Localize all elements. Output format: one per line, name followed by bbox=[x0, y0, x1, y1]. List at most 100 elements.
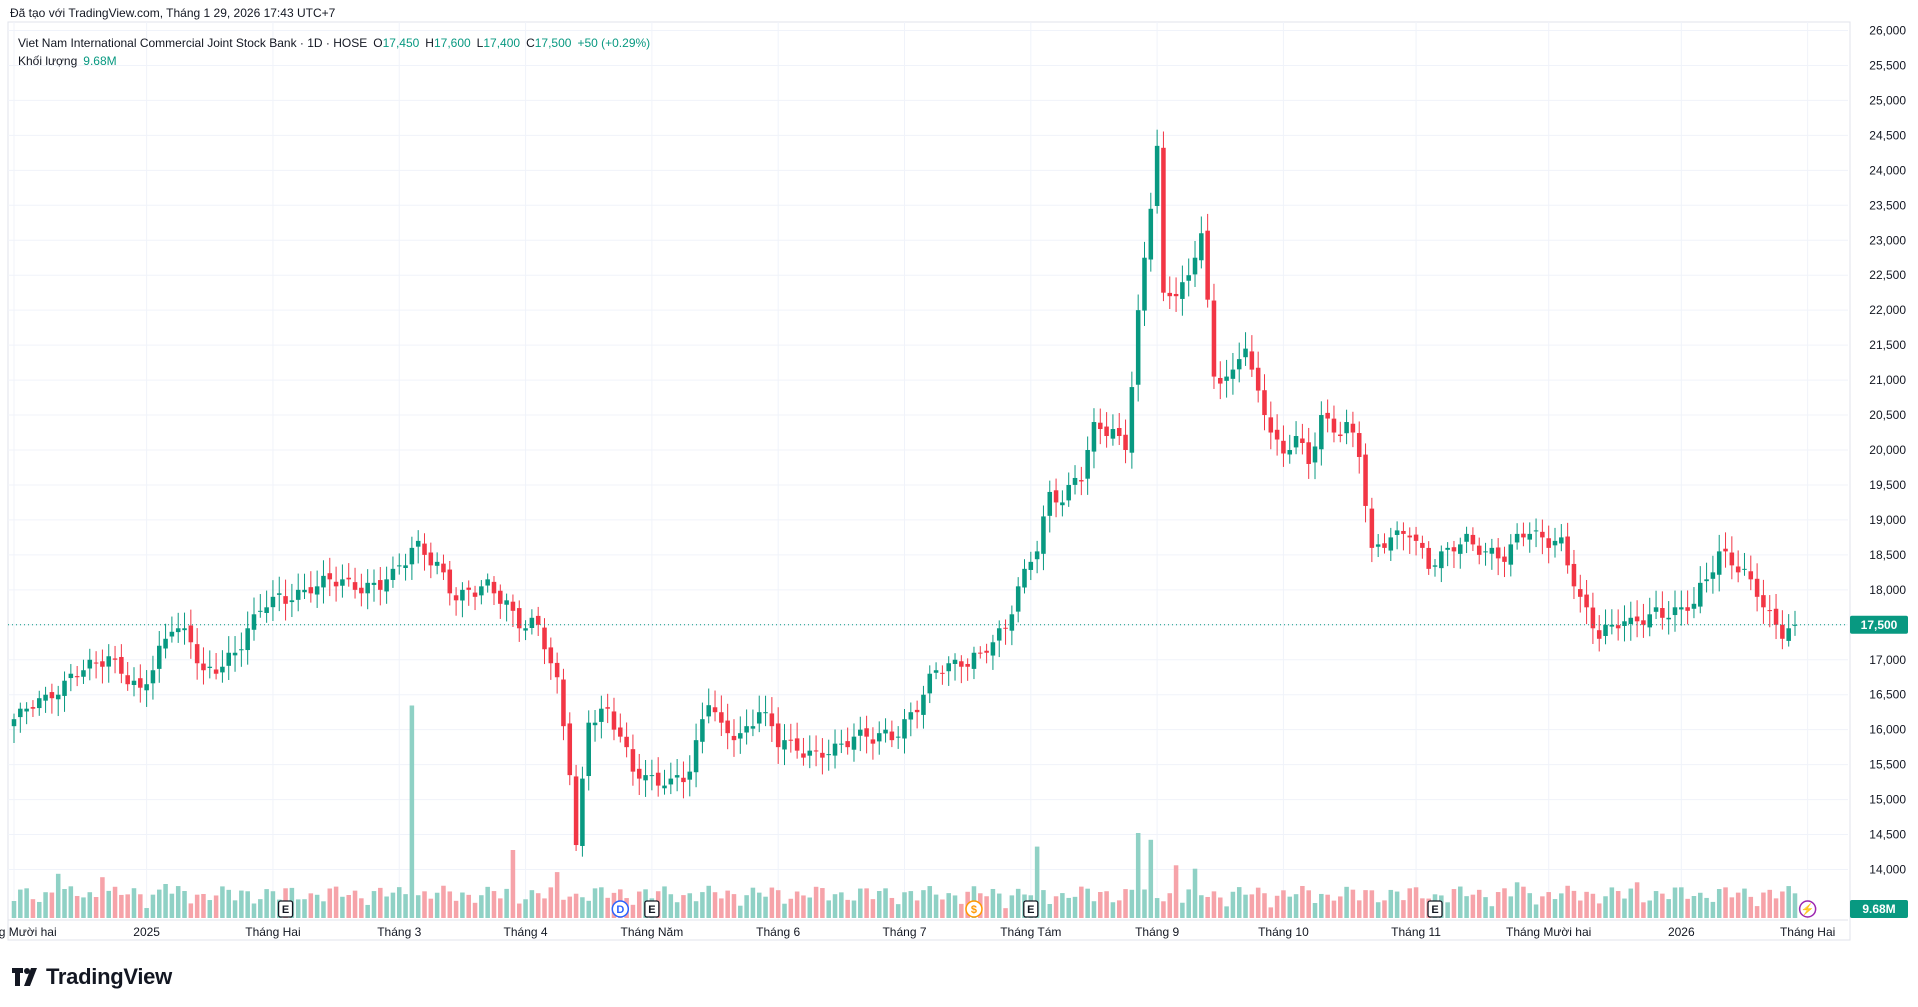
candle-body bbox=[1110, 429, 1116, 439]
y-tick-label: 23,000 bbox=[1869, 233, 1906, 247]
candle-body bbox=[182, 628, 187, 631]
candle-body bbox=[1300, 438, 1305, 444]
candle-body bbox=[131, 680, 137, 685]
volume-bar bbox=[460, 892, 465, 918]
volume-bar bbox=[1698, 892, 1703, 918]
candle-body bbox=[1786, 628, 1791, 641]
candle-body bbox=[1142, 257, 1147, 311]
candle-body bbox=[1679, 607, 1684, 610]
candle-body bbox=[756, 712, 762, 724]
candle-body bbox=[1129, 387, 1135, 453]
candle-body bbox=[978, 652, 983, 654]
volume-bar bbox=[504, 888, 509, 918]
volume-bar bbox=[441, 885, 446, 918]
volume-bar bbox=[226, 889, 231, 918]
volume-bar bbox=[68, 886, 74, 918]
candle-body bbox=[1034, 551, 1040, 560]
volume-bar bbox=[163, 884, 168, 918]
candle-body bbox=[826, 754, 831, 756]
volume-bar bbox=[933, 894, 939, 918]
x-tick-label: Tháng 6 bbox=[756, 925, 800, 939]
volume-bar bbox=[573, 893, 579, 918]
volume-bar bbox=[1723, 887, 1728, 918]
candle-body bbox=[81, 670, 86, 677]
volume-bar bbox=[156, 889, 162, 918]
volume-bar bbox=[870, 899, 876, 918]
volume-bar bbox=[687, 893, 693, 918]
volume-bar bbox=[725, 890, 730, 918]
x-tick-label: Tháng Tám bbox=[1000, 925, 1061, 939]
candle-body bbox=[371, 582, 377, 585]
event-marker-shape bbox=[1023, 900, 1039, 918]
volume-bar bbox=[1142, 889, 1147, 918]
candle-body bbox=[485, 579, 490, 586]
candle-body bbox=[43, 694, 48, 701]
tradingview-logo[interactable]: TradingView bbox=[12, 964, 172, 990]
candle-body bbox=[314, 586, 320, 595]
price-labels: 17,500 9.68M bbox=[8, 615, 1908, 918]
volume-bar bbox=[839, 892, 844, 918]
volume-bar bbox=[876, 891, 882, 918]
x-tick-label: Tháng Hai bbox=[245, 925, 300, 939]
volume-bar bbox=[194, 894, 200, 918]
volume-bar bbox=[529, 890, 535, 918]
volume-bar bbox=[1167, 893, 1173, 918]
candle-body bbox=[150, 670, 156, 684]
candle-body bbox=[940, 672, 945, 674]
candle-body bbox=[839, 743, 844, 745]
volume-bar bbox=[1464, 896, 1469, 918]
candle-body bbox=[251, 614, 257, 630]
y-tick-label: 18,500 bbox=[1869, 548, 1906, 562]
volume-bar bbox=[220, 886, 225, 918]
candle-body bbox=[516, 608, 522, 629]
candle-body bbox=[346, 577, 351, 580]
volume-bar bbox=[775, 890, 781, 918]
volume-bar bbox=[1338, 896, 1343, 918]
candle-body bbox=[30, 707, 36, 709]
candle-body bbox=[693, 740, 699, 773]
volume-bar bbox=[1211, 891, 1217, 918]
volume-bar bbox=[1382, 900, 1387, 918]
volume-bar bbox=[1243, 894, 1248, 918]
candle-body bbox=[984, 650, 989, 653]
candle-body bbox=[55, 694, 61, 700]
event-marker: E bbox=[1023, 900, 1039, 918]
volume-bar bbox=[1053, 896, 1059, 918]
volume-bar bbox=[1641, 902, 1646, 918]
volume-bar bbox=[1786, 886, 1791, 918]
y-tick-label: 16,000 bbox=[1869, 723, 1906, 737]
candle-body bbox=[1015, 586, 1021, 612]
candle-body bbox=[674, 775, 680, 778]
candle-body bbox=[415, 540, 421, 547]
volume-bar bbox=[1559, 893, 1564, 918]
candle-body bbox=[1161, 147, 1166, 293]
candle-body bbox=[156, 645, 162, 669]
volume-bar bbox=[1483, 897, 1488, 918]
y-tick-label: 26,000 bbox=[1869, 24, 1906, 38]
candle-body bbox=[1192, 257, 1198, 275]
candle-body bbox=[1375, 544, 1381, 547]
candle-body bbox=[883, 729, 888, 734]
volume-bar bbox=[744, 895, 749, 918]
candle-body bbox=[409, 547, 415, 565]
candle-body bbox=[1098, 422, 1103, 430]
candle-body bbox=[1230, 369, 1236, 379]
candle-body bbox=[1735, 566, 1741, 573]
candle-body bbox=[1464, 533, 1469, 542]
volume-bar bbox=[548, 887, 554, 918]
candle-body bbox=[567, 723, 573, 776]
volume-bar bbox=[295, 899, 301, 918]
volume-bar bbox=[510, 850, 516, 918]
volume-bar bbox=[1274, 895, 1280, 918]
volume-bar bbox=[832, 894, 838, 918]
candle-body bbox=[959, 661, 964, 667]
candle-body bbox=[74, 676, 80, 678]
candle-body bbox=[1754, 578, 1760, 597]
volume-bar bbox=[1754, 906, 1760, 918]
candle-body bbox=[1268, 417, 1274, 433]
volume-bar bbox=[74, 895, 80, 918]
volume-bar bbox=[1451, 889, 1457, 918]
candle-body bbox=[283, 596, 288, 604]
candles bbox=[11, 129, 1798, 857]
price-chart[interactable]: 14,000 14,500 15,000 15,500 16,000 16,500 17,0… bbox=[0, 0, 1918, 950]
